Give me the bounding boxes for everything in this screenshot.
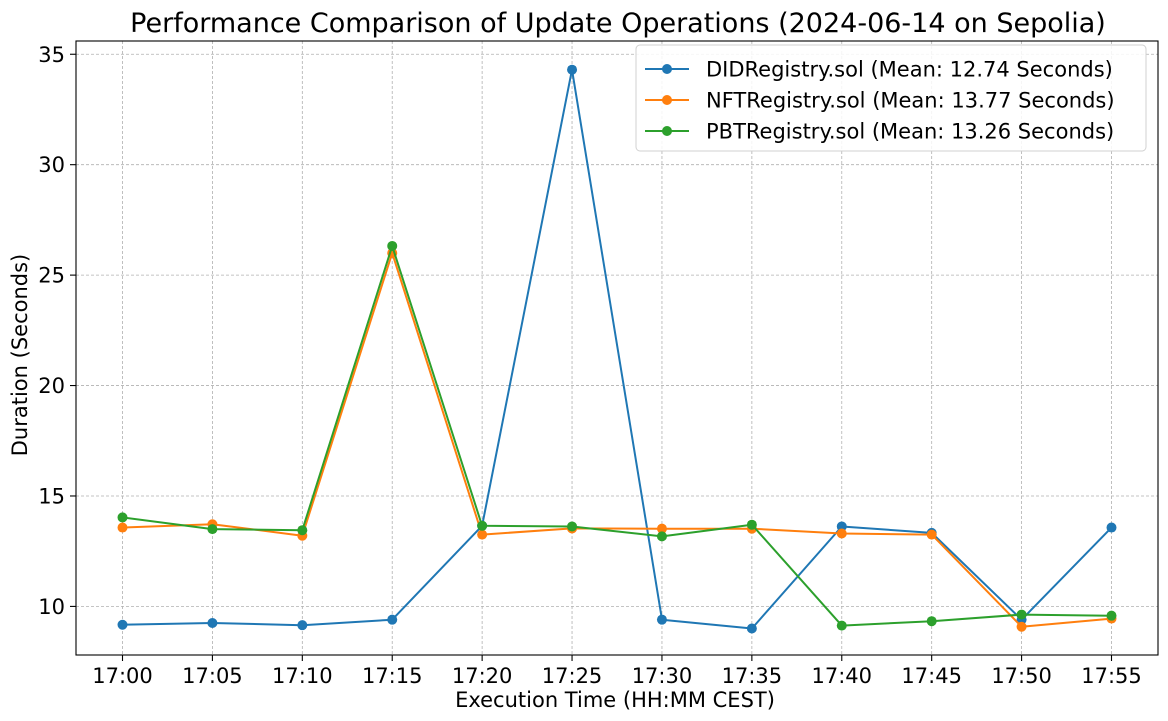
x-axis-label: Execution Time (HH:MM CEST)	[455, 688, 775, 712]
legend: DIDRegistry.sol (Mean: 12.74 Seconds) NFT…	[635, 44, 1147, 152]
data-point	[926, 529, 937, 540]
data-point	[477, 529, 488, 540]
series-line	[122, 245, 1112, 627]
data-point	[1016, 609, 1027, 620]
data-point	[387, 240, 398, 251]
legend-entry: NFTRegistry.sol (Mean: 13.77 Seconds)	[645, 89, 1115, 113]
series-line	[122, 252, 1112, 628]
plot-frame	[75, 40, 1159, 656]
legend-label: NFTRegistry.sol (Mean: 13.77 Seconds)	[706, 89, 1115, 113]
x-tick-label: 17:30	[632, 664, 693, 688]
data-point	[836, 521, 847, 532]
y-tick-label: 10	[38, 595, 65, 619]
legend-box	[635, 44, 1147, 152]
data-point	[1016, 621, 1027, 632]
data-point	[836, 528, 847, 539]
x-tick-label: 17:25	[542, 664, 603, 688]
data-point	[656, 523, 667, 534]
legend-entry: DIDRegistry.sol (Mean: 12.74 Seconds)	[645, 58, 1113, 82]
data-point	[656, 614, 667, 625]
data-point	[297, 620, 308, 631]
series-layer	[117, 64, 1117, 634]
data-point	[567, 521, 578, 532]
y-axis-label: Duration (Seconds)	[8, 254, 32, 457]
data-point	[746, 623, 757, 634]
legend-marker	[662, 64, 672, 74]
x-axis: 17:00 17:05 17:10 17:15 17:20 17:25 17:30 17:35…	[92, 655, 1142, 688]
x-tick-label: 17:55	[1081, 664, 1142, 688]
series-1	[117, 64, 1117, 634]
y-tick-label: 30	[38, 153, 65, 177]
series-line	[122, 68, 1113, 630]
data-point	[117, 619, 128, 630]
x-tick-label: 17:50	[991, 664, 1052, 688]
data-point	[926, 616, 937, 627]
y-tick-label: 25	[38, 264, 65, 288]
data-point	[656, 531, 667, 542]
x-tick-label: 17:45	[901, 664, 962, 688]
data-point	[117, 522, 128, 533]
y-axis: 10 15 20 25 30 35	[38, 43, 76, 619]
data-point	[387, 614, 398, 625]
x-tick-label: 17:40	[812, 664, 873, 688]
data-point	[746, 519, 757, 530]
data-point	[567, 64, 578, 75]
legend-label: DIDRegistry.sol (Mean: 12.74 Seconds)	[706, 58, 1113, 82]
legend-marker	[662, 126, 672, 136]
data-point	[477, 520, 488, 531]
data-point	[297, 525, 308, 536]
data-point	[117, 512, 128, 523]
data-point	[1106, 610, 1117, 621]
x-tick-label: 17:20	[452, 664, 513, 688]
data-point	[836, 620, 847, 631]
x-tick-label: 17:15	[362, 664, 423, 688]
y-tick-label: 15	[38, 484, 65, 508]
data-point	[207, 617, 218, 628]
x-tick-label: 17:00	[92, 664, 153, 688]
legend-marker	[662, 95, 672, 105]
legend-label: PBTRegistry.sol (Mean: 13.26 Seconds)	[706, 120, 1114, 144]
x-tick-label: 17:05	[182, 664, 243, 688]
y-tick-label: 20	[38, 374, 65, 398]
chart-title: Performance Comparison of Update Operati…	[130, 8, 1106, 39]
data-point	[1106, 522, 1117, 533]
x-tick-label: 17:10	[272, 664, 333, 688]
series-3	[117, 240, 1117, 631]
x-tick-label: 17:35	[722, 664, 783, 688]
legend-entry: PBTRegistry.sol (Mean: 13.26 Seconds)	[645, 120, 1114, 144]
y-tick-label: 35	[38, 43, 65, 67]
series-2	[117, 248, 1117, 632]
data-point	[207, 524, 218, 535]
